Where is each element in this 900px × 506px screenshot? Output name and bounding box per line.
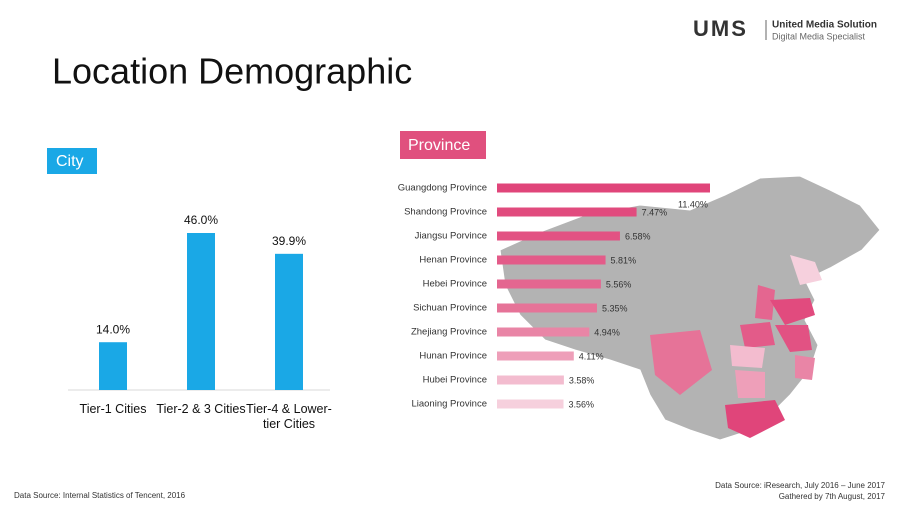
y-tick-label: Hebei Province [423, 279, 487, 290]
x-tick-label: Tier-4 & Lower-tier Cities [246, 402, 332, 431]
value-label: 3.56% [569, 399, 595, 409]
logo-tagline: Digital Media Specialist [772, 31, 866, 41]
bar [497, 207, 637, 217]
source-right: Data Source: iResearch, July 2016 – June… [715, 481, 885, 490]
y-tick-label: Shandong Province [404, 207, 487, 218]
source-left: Data Source: Internal Statistics of Tenc… [14, 491, 186, 500]
value-label: 4.94% [594, 327, 620, 337]
y-tick-label: Liaoning Province [411, 399, 487, 410]
logo-mark: UMS [693, 16, 748, 41]
value-label: 39.9% [272, 234, 306, 248]
province-title-box [400, 131, 486, 159]
bar [497, 399, 564, 409]
y-tick-label: Jiangsu Porvince [415, 231, 487, 242]
bar [497, 327, 590, 337]
bar [99, 342, 127, 390]
y-tick-label: Sichuan Province [413, 303, 487, 314]
value-label: 11.40% [678, 199, 708, 209]
logo-name: United Media Solution [772, 20, 877, 31]
china-map [499, 175, 881, 441]
value-label: 5.35% [602, 303, 628, 313]
slide-title: Location Demographic [52, 51, 412, 92]
city-title: City [56, 153, 84, 170]
value-label: 4.11% [579, 351, 604, 361]
y-tick-label: Henan Province [419, 255, 487, 266]
value-label: 3.58% [569, 375, 595, 385]
value-label: 5.56% [606, 279, 632, 289]
bar [497, 279, 601, 289]
y-tick-label: Hubei Province [423, 375, 487, 386]
province-title: Province [408, 137, 470, 154]
x-tick-label: Tier-2 & 3 Cities [156, 402, 246, 416]
bar [497, 183, 710, 193]
value-label: 46.0% [184, 213, 218, 227]
y-tick-label: Guangdong Province [398, 183, 487, 194]
bar [497, 231, 620, 241]
value-label: 7.47% [642, 207, 668, 217]
bar [497, 351, 574, 361]
value-label: 14.0% [96, 322, 130, 336]
bar [497, 375, 564, 385]
y-tick-label: Hunan Province [419, 351, 487, 362]
value-label: 6.58% [625, 231, 651, 241]
city-title-box [47, 148, 97, 174]
bar [187, 233, 215, 390]
value-label: 5.81% [611, 255, 637, 265]
bar [497, 303, 597, 313]
y-tick-label: Zhejiang Province [411, 327, 487, 338]
x-tick-label: Tier-1 Cities [79, 402, 147, 416]
source-right-2: Gathered by 7th August, 2017 [779, 492, 886, 501]
bar [497, 255, 606, 265]
bar [275, 253, 303, 390]
